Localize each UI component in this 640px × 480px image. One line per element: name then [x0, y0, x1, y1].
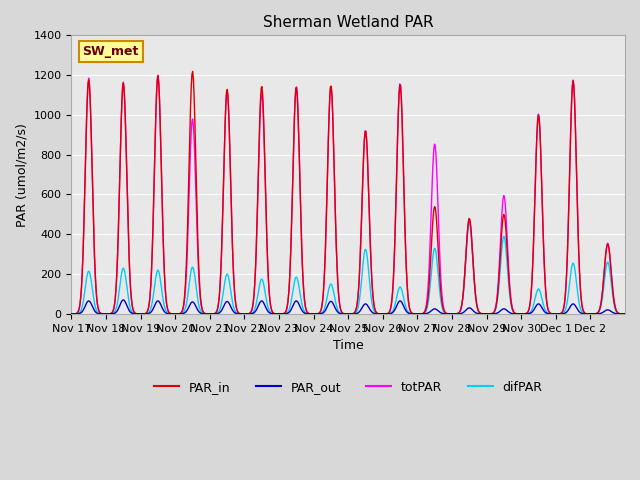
PAR_in — [406, 307, 413, 312]
PAR_out — [262, 306, 270, 312]
difPAR — [262, 292, 269, 298]
difPAR — [132, 311, 140, 317]
totPAR — [284, 304, 291, 310]
PAR_in — [284, 304, 291, 310]
Title: Sherman Wetland PAR: Sherman Wetland PAR — [263, 15, 433, 30]
totPAR — [406, 307, 413, 312]
X-axis label: Time: Time — [333, 339, 364, 352]
Legend: PAR_in, PAR_out, totPAR, difPAR: PAR_in, PAR_out, totPAR, difPAR — [149, 376, 547, 399]
Line: PAR_in: PAR_in — [72, 72, 625, 314]
totPAR — [621, 311, 629, 317]
totPAR — [235, 310, 243, 316]
totPAR — [262, 219, 270, 225]
PAR_out — [235, 311, 243, 317]
PAR_in — [68, 311, 76, 317]
totPAR — [154, 72, 162, 78]
PAR_out — [133, 311, 141, 317]
PAR_in — [621, 311, 629, 317]
difPAR — [68, 311, 76, 317]
totPAR — [68, 311, 76, 317]
PAR_out — [621, 311, 629, 317]
difPAR — [436, 293, 444, 299]
difPAR — [621, 311, 629, 317]
Text: SW_met: SW_met — [83, 45, 139, 58]
Line: difPAR: difPAR — [72, 223, 625, 314]
PAR_out — [406, 311, 413, 316]
PAR_out — [284, 311, 291, 316]
difPAR — [465, 220, 473, 226]
difPAR — [283, 310, 291, 316]
PAR_in — [437, 290, 445, 296]
PAR_out — [120, 297, 127, 303]
difPAR — [405, 310, 413, 316]
Line: totPAR: totPAR — [72, 75, 625, 314]
PAR_out — [437, 310, 445, 316]
PAR_in — [235, 310, 243, 316]
PAR_in — [262, 216, 270, 222]
totPAR — [132, 311, 140, 316]
PAR_in — [132, 311, 140, 316]
Y-axis label: PAR (umol/m2/s): PAR (umol/m2/s) — [15, 123, 28, 227]
PAR_out — [68, 311, 76, 317]
difPAR — [234, 311, 242, 316]
PAR_in — [189, 69, 196, 74]
Line: PAR_out: PAR_out — [72, 300, 625, 314]
totPAR — [437, 277, 445, 283]
